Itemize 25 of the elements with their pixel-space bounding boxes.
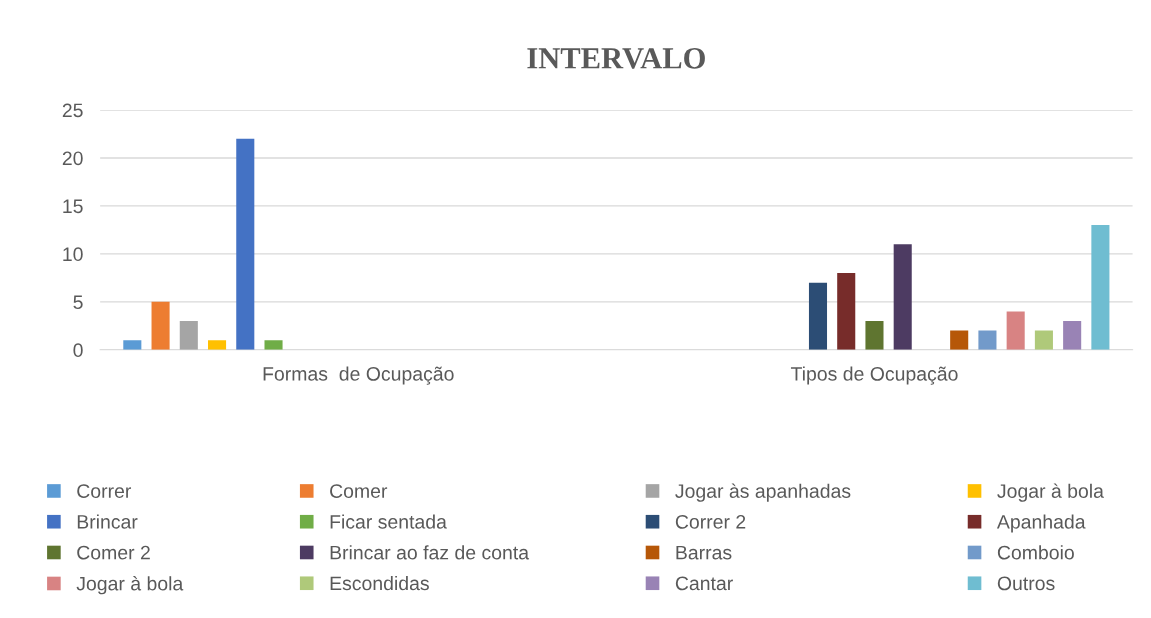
legend-label: Brincar ao faz de conta [330,545,530,560]
y-tick-label: 25 [62,103,83,118]
legend-label: Jogar às apanhadas [675,483,851,502]
legend-label: Correr [77,484,132,498]
legend-label: Comer 2 [77,545,150,560]
legend-label: Apanhada [996,514,1086,533]
y-tick-label: 15 [63,199,83,214]
legend-label: Escondidas [330,575,429,591]
legend-label: Ficar sentada [330,514,447,529]
legend-label: Brincar [77,514,138,529]
legend-label: Barras [676,545,732,560]
legend-label: Comboio [997,545,1074,560]
legend-label: Jogar à bola [997,483,1104,502]
y-tick-label: 0 [73,343,83,358]
y-tick-label: 20 [62,151,83,166]
legend-label: Outros [997,576,1055,591]
legend-label: Comer [330,484,388,498]
chart-title: INTERVALO [527,48,705,69]
y-tick-label: 5 [73,295,83,310]
legend-label: Jogar à bola [76,575,184,595]
y-tick-label: 10 [63,247,83,262]
legend-label: Correr 2 [675,514,746,529]
x-tick-label: Formas de Ocupação [263,366,454,385]
x-tick-label: Tipos de Ocupação [790,366,958,385]
legend-label: Cantar [675,576,733,591]
